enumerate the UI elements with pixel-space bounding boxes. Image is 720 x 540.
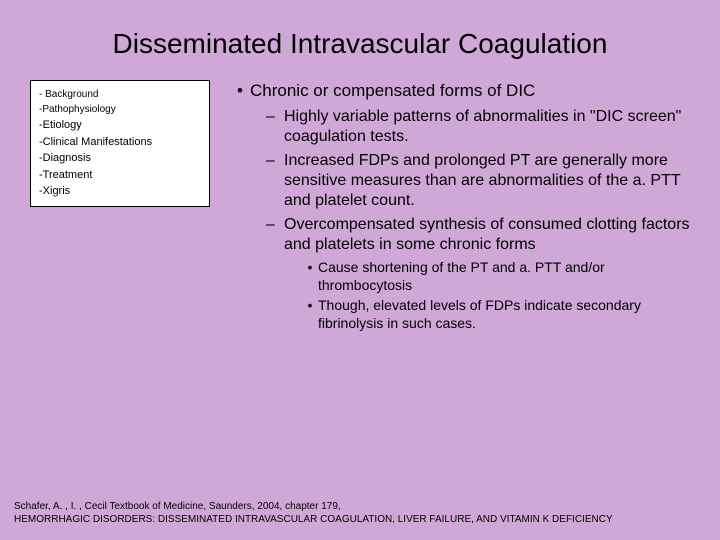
sidebar-item: -Diagnosis: [39, 150, 201, 167]
bullet-level2: – Increased FDPs and prolonged PT are ge…: [266, 151, 700, 211]
dash-marker: –: [266, 151, 284, 211]
dash-marker: –: [266, 107, 284, 147]
sidebar-item: -Etiology: [39, 117, 201, 134]
bullet-level3: • Cause shortening of the PT and a. PTT …: [302, 259, 700, 294]
sidebar-item: - Background: [39, 87, 201, 102]
bullet-level2: – Overcompensated synthesis of consumed …: [266, 215, 700, 255]
sidebar-item: -Clinical Manifestations: [39, 134, 201, 151]
bullet-level1: • Chronic or compensated forms of DIC: [230, 80, 700, 101]
footer-line: Schafer, A. , I. , Cecil Textbook of Med…: [14, 500, 706, 513]
slide-title: Disseminated Intravascular Coagulation: [0, 0, 720, 80]
bullet-level3: • Though, elevated levels of FDPs indica…: [302, 297, 700, 332]
bullet-level2: – Highly variable patterns of abnormalit…: [266, 107, 700, 147]
footer-line: HEMORRHAGIC DISORDERS: DISSEMINATED INTR…: [14, 513, 706, 526]
main-content: • Chronic or compensated forms of DIC – …: [210, 80, 700, 335]
bullet-text: Increased FDPs and prolonged PT are gene…: [284, 151, 700, 211]
sidebar-item: -Treatment: [39, 167, 201, 184]
bullet-marker: •: [230, 80, 250, 101]
bullet-marker: •: [302, 259, 318, 294]
bullet-text: Overcompensated synthesis of consumed cl…: [284, 215, 700, 255]
bullet-text: Chronic or compensated forms of DIC: [250, 80, 535, 101]
dash-marker: –: [266, 215, 284, 255]
citation-footer: Schafer, A. , I. , Cecil Textbook of Med…: [14, 500, 706, 526]
nav-sidebar: - Background -Pathophysiology -Etiology …: [30, 80, 210, 207]
bullet-text: Though, elevated levels of FDPs indicate…: [318, 297, 700, 332]
content-area: - Background -Pathophysiology -Etiology …: [0, 80, 720, 335]
sidebar-item: -Pathophysiology: [39, 102, 201, 117]
sidebar-item: -Xigris: [39, 183, 201, 200]
bullet-text: Highly variable patterns of abnormalitie…: [284, 107, 700, 147]
bullet-text: Cause shortening of the PT and a. PTT an…: [318, 259, 700, 294]
bullet-marker: •: [302, 297, 318, 332]
